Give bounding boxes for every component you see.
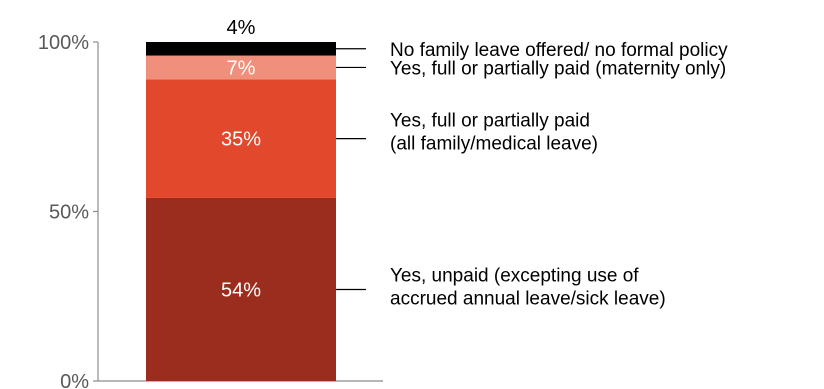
legend-label: No family leave offered/ no formal polic… (390, 40, 728, 61)
y-tick-label: 50% (49, 202, 89, 224)
y-tick-label: 0% (60, 371, 89, 389)
bar-segment (146, 197, 336, 381)
legend-label: Yes, full or partially paid (maternity o… (390, 58, 726, 79)
y-tick-label: 100% (38, 32, 89, 54)
data-label: 7% (227, 57, 256, 79)
bar-segments (146, 42, 336, 381)
data-label: 35% (221, 129, 261, 151)
legend-label: Yes, full or partially paid (390, 111, 590, 132)
y-axis-ticks: 0% 50% 100% (38, 32, 98, 389)
bar-segment (146, 42, 336, 56)
legend-label: (all family/medical leave) (390, 134, 598, 155)
data-label: 54% (221, 279, 261, 301)
segment-labels: 54% 35% 7% 4% (221, 17, 261, 301)
legend-label: Yes, unpaid (excepting use of (390, 265, 639, 286)
bar-segment (146, 55, 336, 80)
legend-label: accrued annual leave/sick leave) (390, 288, 666, 309)
bar-segment (146, 79, 336, 198)
data-label: 4% (227, 17, 256, 39)
